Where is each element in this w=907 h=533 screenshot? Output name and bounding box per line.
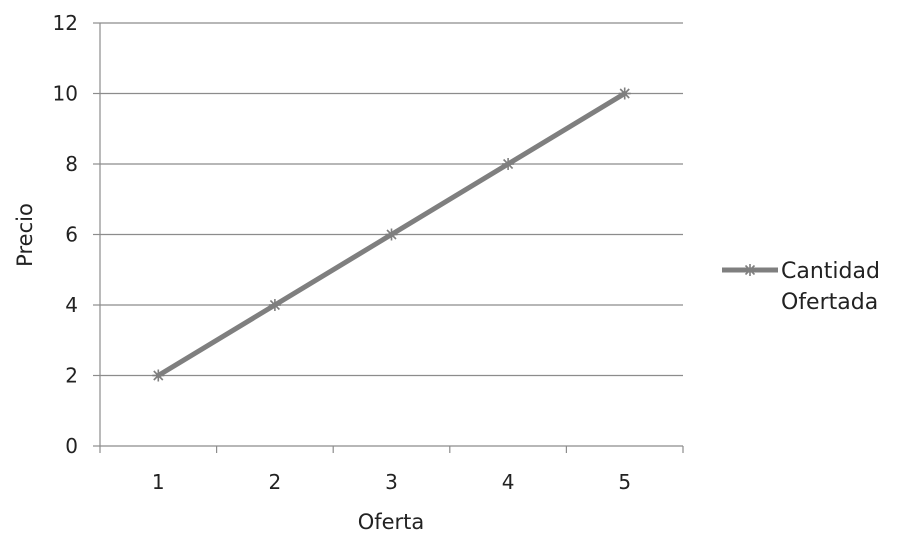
y-tick-label-0: 0 [65, 434, 78, 458]
y-tick-label-8: 8 [65, 152, 78, 176]
legend-asterisk [744, 264, 756, 276]
data-point-4 [502, 158, 515, 170]
y-tick-label-12: 12 [53, 11, 78, 35]
y-tick-label-2: 2 [65, 364, 78, 388]
x-tick-label-5: 5 [618, 470, 631, 494]
y-tick-label-10: 10 [53, 82, 78, 106]
data-point-1 [152, 369, 165, 382]
x-tick-label-3: 3 [385, 470, 398, 494]
series-cantidad-ofertada [152, 87, 631, 382]
gridlines [100, 22, 683, 377]
data-point-3 [385, 228, 398, 241]
x-axis-title: Oferta [358, 510, 425, 533]
x-tick-label-2: 2 [269, 470, 282, 494]
legend-label-line2: Ofertada [781, 290, 878, 315]
x-tick-label-4: 4 [502, 470, 515, 494]
y-axis-title: Precio [13, 203, 37, 267]
x-tick-labels: 1 2 3 4 5 [152, 470, 631, 494]
legend: Cantidad Ofertada [722, 259, 880, 315]
data-point-5 [618, 87, 631, 100]
x-tick-label-1: 1 [152, 470, 165, 494]
legend-label-line1: Cantidad [781, 259, 880, 284]
data-point-2 [268, 299, 281, 311]
y-tick-label-4: 4 [65, 293, 78, 317]
y-tick-label-6: 6 [65, 223, 78, 247]
y-tick-labels: 0 2 4 6 8 10 12 [53, 11, 78, 458]
legend-marker [744, 264, 756, 276]
axes [93, 22, 684, 453]
